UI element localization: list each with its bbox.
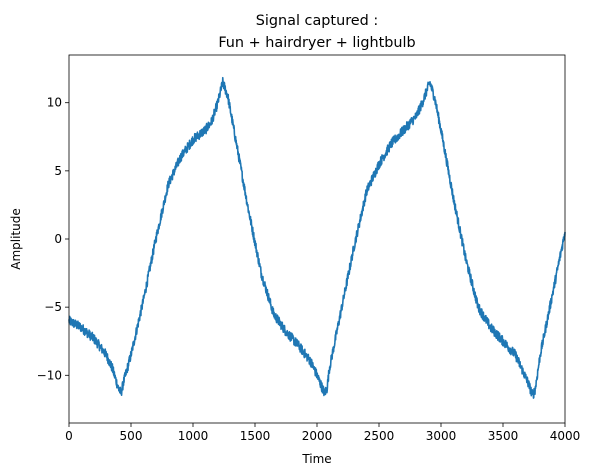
plot-background	[69, 55, 565, 423]
x-axis-label: Time	[301, 452, 331, 466]
y-tick-label: 5	[54, 164, 62, 178]
x-tick-label: 4000	[550, 429, 581, 443]
chart-title: Signal captured :	[256, 13, 378, 29]
x-tick-label: 2500	[364, 429, 395, 443]
series-layer	[68, 76, 566, 399]
x-tick-label: 500	[120, 429, 143, 443]
x-tick-label: 3000	[426, 429, 457, 443]
y-axis-label: Amplitude	[9, 208, 23, 270]
y-tick-label: 0	[54, 232, 62, 246]
plot-area	[68, 54, 566, 424]
x-tick-label: 1500	[240, 429, 271, 443]
y-tick-label: −5	[44, 300, 62, 314]
chart-subtitle: Fun + hairdryer + lightbulb	[218, 35, 415, 51]
series-line	[68, 76, 566, 399]
y-axis-ticks: −10 −5 0 5 10	[37, 96, 69, 382]
x-tick-label: 3500	[488, 429, 519, 443]
x-axis-ticks: 0 500 1000 1500 2000 2500 3000 3500 4000	[65, 423, 580, 443]
y-tick-label: 10	[47, 96, 62, 110]
y-tick-label: −10	[37, 368, 62, 382]
x-tick-label: 0	[65, 429, 73, 443]
x-tick-label: 2000	[302, 429, 333, 443]
x-tick-label: 1000	[178, 429, 209, 443]
